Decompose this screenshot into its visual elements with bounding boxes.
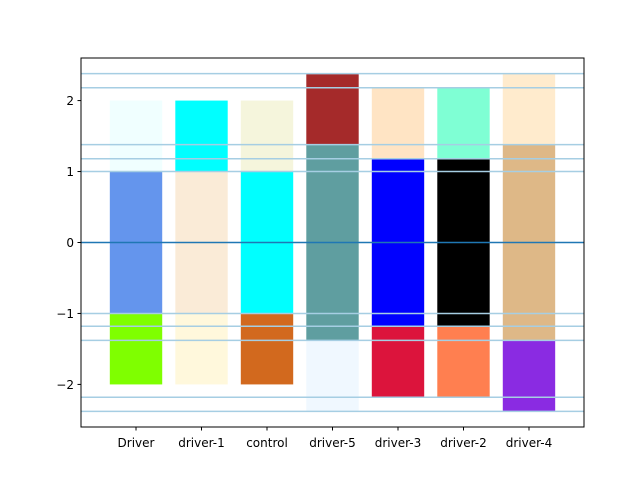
y-tick-label-0: −2: [56, 378, 74, 392]
bar-segment-driver-2-1: [437, 87, 490, 159]
bar-segment-driver-5-1: [306, 73, 359, 145]
x-tick-label-5: driver-2: [440, 436, 487, 450]
x-tick-label-4: driver-3: [375, 436, 422, 450]
bar-segment-driver-4-2: [502, 340, 556, 412]
bar-segment-Driver-1: [109, 100, 163, 172]
y-tick-label-1: −1: [56, 307, 74, 321]
x-tick-label-6: driver-4: [506, 436, 553, 450]
bar-segment-driver-3-1: [371, 87, 425, 159]
y-tick-label-4: 2: [66, 94, 74, 108]
bar-segment-control-2: [240, 313, 294, 385]
x-tick-label-1: driver-1: [178, 436, 225, 450]
bar-segment-control-1: [240, 100, 294, 172]
x-tick-label-3: driver-5: [309, 436, 356, 450]
bars-group: [109, 73, 556, 412]
hlines-group: [81, 72, 584, 413]
x-tick-label-2: control: [246, 436, 288, 450]
bar-segment-driver-3-2: [371, 326, 425, 398]
bar-segment-driver-1-1: [175, 100, 228, 172]
bar-segment-Driver-2: [109, 313, 163, 385]
bar-segment-driver-4-1: [502, 73, 556, 145]
x-tick-label-0: Driver: [118, 436, 155, 450]
bar-segment-driver-1-2: [175, 313, 228, 385]
bar-segment-driver-2-2: [437, 326, 490, 398]
y-tick-label-3: 1: [66, 165, 74, 179]
y-tick-label-2: 0: [66, 236, 74, 250]
bar-segment-driver-5-2: [306, 340, 359, 412]
